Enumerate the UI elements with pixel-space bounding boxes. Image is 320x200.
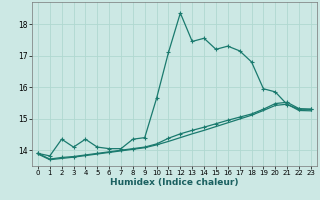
X-axis label: Humidex (Indice chaleur): Humidex (Indice chaleur) bbox=[110, 178, 239, 187]
